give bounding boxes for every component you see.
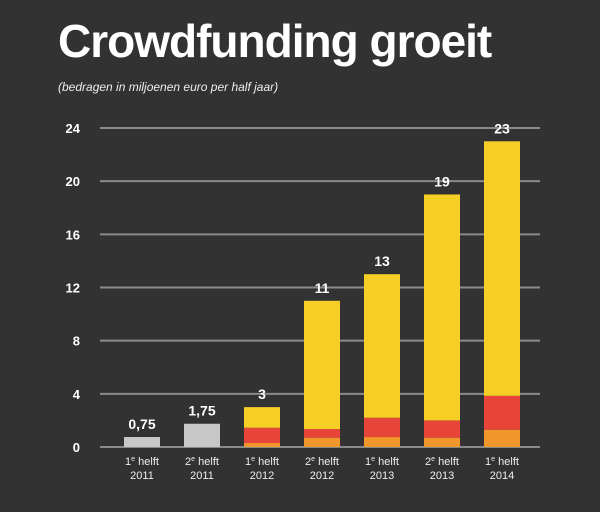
data-label: 11 [315, 280, 330, 296]
bar-segment [424, 420, 460, 438]
x-tick-label: 1e helft [125, 456, 159, 468]
bar-segment [304, 429, 340, 438]
bar-segment [364, 417, 400, 438]
bar-segment [184, 423, 220, 447]
x-tick-label: 1e helft [485, 456, 519, 468]
y-tick-label: 24 [66, 121, 81, 136]
data-label: 1,75 [188, 403, 215, 419]
bar-segment [304, 300, 340, 430]
x-tick-label-year: 2013 [370, 470, 394, 482]
bar-segment [484, 429, 520, 447]
x-tick-label: 1e helft [365, 456, 399, 468]
data-label: 13 [374, 253, 390, 269]
chart-title: Crowdfunding groeit [58, 15, 492, 67]
data-label: 19 [434, 173, 450, 189]
chart-subtitle: (bedragen in miljoenen euro per half jaa… [58, 80, 279, 94]
x-tick-label-year: 2011 [130, 470, 154, 482]
bar-segment [304, 437, 340, 447]
y-tick-label: 0 [73, 440, 80, 455]
bar-segment [424, 194, 460, 421]
bar-segment [124, 437, 160, 447]
x-tick-label-year: 2013 [430, 470, 454, 482]
data-label: 23 [494, 120, 510, 136]
x-tick-label: 2e helft [425, 456, 459, 468]
x-tick-label-year: 2012 [250, 470, 274, 482]
y-tick-label: 16 [66, 227, 80, 242]
bar-segment [244, 427, 280, 444]
bar-segment [364, 437, 400, 447]
bar-segment [364, 274, 400, 418]
x-tick-label-year: 2011 [190, 470, 214, 482]
x-tick-label: 2e helft [185, 456, 219, 468]
bar-segment [244, 443, 280, 447]
y-tick-label: 12 [66, 281, 80, 296]
y-tick-label: 20 [66, 174, 80, 189]
bar-segment [244, 407, 280, 428]
bar-segment [484, 141, 520, 396]
x-tick-label: 2e helft [305, 456, 339, 468]
y-tick-label: 8 [73, 334, 80, 349]
bar-segment [484, 395, 520, 430]
data-label: 3 [258, 386, 266, 402]
data-label: 0,75 [128, 416, 155, 432]
bar-segment [424, 437, 460, 447]
x-tick-label-year: 2014 [490, 470, 514, 482]
x-tick-label-year: 2012 [310, 470, 334, 482]
x-tick-label: 1e helft [245, 456, 279, 468]
y-tick-label: 4 [73, 387, 81, 402]
